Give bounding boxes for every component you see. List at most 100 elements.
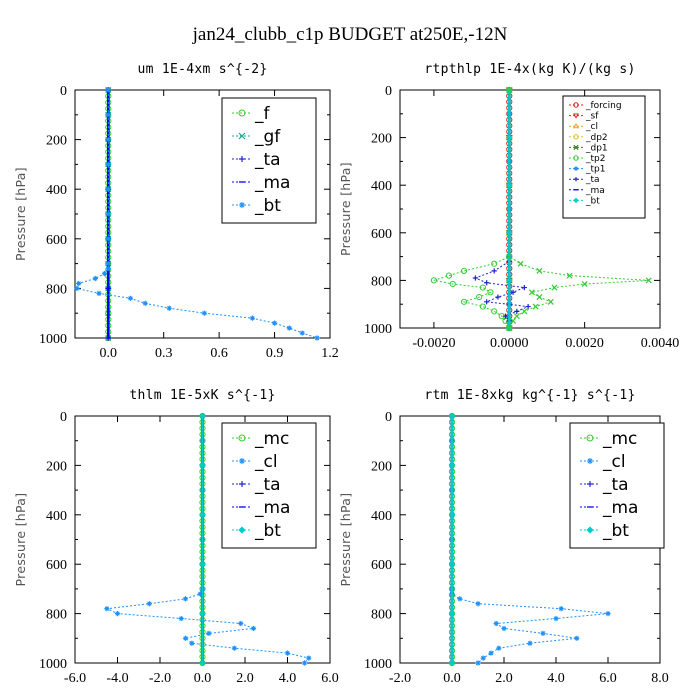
y-axis-label: Pressure [hPa]: [13, 493, 28, 587]
data-point: [105, 137, 111, 143]
y-tick-label: 400: [46, 183, 67, 198]
legend-marker: [239, 202, 245, 208]
data-point: [166, 305, 172, 311]
legend-marker: [239, 458, 245, 464]
x-tick-label: 4.0: [547, 671, 565, 686]
data-point: [506, 277, 513, 284]
legend-marker: [573, 166, 579, 171]
series-line: [433, 90, 510, 329]
panel-title: thlm 1E-5xK s^{-1}: [129, 388, 275, 403]
x-tick-label: 0.0: [194, 671, 212, 686]
data-point: [231, 645, 237, 651]
x-tick-label: -2.0: [389, 671, 411, 686]
legend: _mc _cl _ta _ma _bt: [221, 422, 317, 549]
legend-label: _ta: [254, 150, 281, 170]
legend-label: _bt: [254, 196, 281, 216]
data-point: [574, 635, 580, 641]
legend-marker: [238, 132, 246, 140]
y-tick-label: 400: [371, 179, 392, 194]
legend-label: _gf: [254, 127, 281, 147]
y-tick-label: 600: [46, 233, 67, 248]
data-point: [502, 313, 509, 319]
y-tick-label: 1000: [364, 657, 392, 672]
y-tick-label: 400: [371, 509, 392, 524]
panel-title: um 1E-4xm s^{-2}: [137, 62, 267, 77]
y-tick-label: 800: [46, 282, 67, 297]
x-tick-label: 2.0: [236, 671, 254, 686]
data-point: [201, 310, 207, 316]
data-point: [448, 610, 456, 617]
legend-label: _forcing: [585, 101, 622, 111]
legend-marker: [573, 134, 579, 140]
chart-panel-4: rtm 1E-8xkg kg^{-1} s^{-1} 0 200 400 600 800 1…: [338, 388, 669, 686]
x-tick-label: 8.0: [651, 671, 669, 686]
data-point: [551, 284, 558, 291]
data-point: [496, 645, 502, 651]
data-point: [514, 308, 520, 314]
y-tick-label: 200: [371, 459, 392, 474]
legend-marker: [573, 155, 579, 161]
legend-label: _ma: [254, 498, 290, 518]
y-tick-label: 0: [60, 410, 67, 425]
data-point: [493, 620, 499, 627]
y-tick-label: 0: [385, 84, 392, 99]
data-point: [189, 640, 195, 646]
legend-label: _tp1: [585, 165, 605, 175]
data-point: [448, 561, 456, 568]
data-point: [472, 275, 478, 281]
data-point: [510, 289, 516, 295]
y-tick-label: 1000: [39, 332, 67, 347]
data-point: [199, 462, 206, 469]
y-tick-label: 1000: [39, 657, 67, 672]
data-point: [197, 591, 203, 597]
y-tick-label: 0: [60, 84, 67, 99]
data-point: [495, 294, 501, 300]
data-point: [540, 630, 546, 636]
legend-marker: [573, 177, 579, 182]
data-point: [513, 313, 520, 320]
legend-label: _tp2: [585, 154, 605, 164]
x-tick-label: -6.0: [64, 671, 86, 686]
legend-label: _mc: [254, 429, 289, 449]
data-point: [491, 260, 498, 267]
data-point: [105, 265, 111, 272]
legend-marker: [573, 102, 579, 108]
data-point: [105, 112, 111, 118]
legend-label: _bt: [254, 521, 281, 541]
legend-box: [569, 422, 665, 549]
data-point: [501, 625, 507, 632]
data-point: [306, 655, 312, 661]
data-point: [182, 596, 189, 602]
data-point: [448, 511, 456, 518]
legend-marker: [239, 156, 245, 162]
data-point: [105, 186, 111, 192]
data-point: [182, 635, 189, 641]
series-line: [508, 90, 649, 329]
data-point: [96, 290, 102, 296]
data-point: [445, 272, 453, 279]
chart-panel-3: thlm 1E-5xK s^{-1} 0 200 400 600 800 1000-6.0 -…: [13, 388, 339, 686]
legend-label: _bt: [585, 196, 600, 206]
data-point: [448, 462, 456, 469]
data-point: [484, 280, 490, 286]
legend-marker: [586, 526, 594, 534]
data-point: [114, 611, 121, 617]
data-point: [76, 280, 82, 287]
data-point: [105, 161, 111, 167]
y-tick-label: 0: [385, 410, 392, 425]
data-layer: [430, 86, 652, 332]
data-point: [92, 275, 98, 282]
data-point: [475, 660, 481, 666]
data-point: [104, 606, 110, 612]
legend-marker: [238, 526, 246, 534]
data-point: [528, 289, 535, 296]
x-tick-label: 4.0: [279, 671, 297, 686]
data-point: [475, 601, 481, 607]
x-tick-label: 0.0040: [641, 336, 680, 351]
legend-label: _mc: [602, 429, 637, 449]
data-point: [238, 620, 244, 627]
x-tick-label: 0.9: [266, 346, 284, 361]
legend-label: _ma: [602, 498, 638, 518]
data-point: [460, 267, 468, 274]
data-point: [476, 293, 483, 301]
